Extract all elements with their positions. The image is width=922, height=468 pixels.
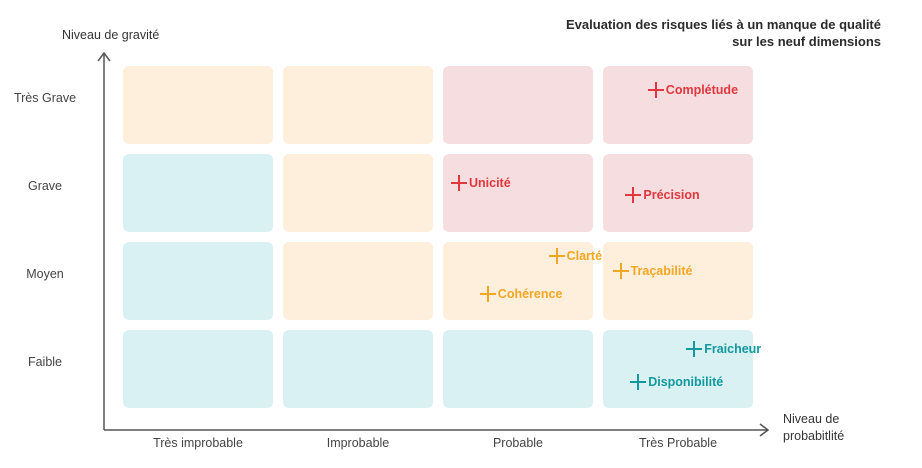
chart-title-line-1: Evaluation des risques liés à un manque … xyxy=(566,17,881,32)
x-axis-label-line-2: probabitlité xyxy=(783,429,845,443)
x-axis-arrow xyxy=(759,423,770,437)
plus-marker-icon xyxy=(647,82,664,99)
y-axis-arrow xyxy=(97,51,111,62)
matrix-cell-low xyxy=(443,330,593,408)
x-tick-label: Très improbable xyxy=(153,436,243,450)
point-label: Complétude xyxy=(665,83,739,98)
matrix-cell-medium xyxy=(283,154,433,232)
plus-marker-icon xyxy=(625,187,642,204)
x-tick-label: Improbable xyxy=(326,436,390,450)
y-tick-label: Très Grave xyxy=(13,91,77,105)
matrix-cell-medium xyxy=(283,66,433,144)
point-label: Fraicheur xyxy=(704,342,762,357)
plus-marker-icon xyxy=(479,285,496,302)
point-label: Disponibilité xyxy=(648,374,724,389)
matrix-cell-medium xyxy=(283,242,433,320)
plus-marker-icon xyxy=(451,174,467,191)
matrix-cell-medium xyxy=(443,242,593,320)
y-tick-label: Faible xyxy=(27,355,63,369)
matrix-cell-low xyxy=(603,330,753,408)
point-label: Traçabilité xyxy=(630,263,693,278)
matrix-cell-low xyxy=(123,242,273,320)
y-tick-label: Grave xyxy=(27,179,63,193)
matrix-cell-high xyxy=(443,154,593,232)
x-tick-label: Probable xyxy=(492,436,544,450)
y-axis-label: Niveau de gravité xyxy=(62,28,160,42)
x-axis-label: Niveau de probabitlité xyxy=(783,411,844,445)
plus-marker-icon xyxy=(686,341,703,358)
chart-title: Evaluation des risques liés à un manque … xyxy=(566,16,881,50)
plus-marker-icon xyxy=(612,262,629,279)
x-axis-label-line-1: Niveau de xyxy=(783,412,840,426)
matrix-cell-low xyxy=(283,330,433,408)
point-label: Précision xyxy=(643,188,700,203)
x-tick-label: Très Probable xyxy=(638,436,718,450)
matrix-cell-medium xyxy=(603,242,753,320)
matrix-cell-medium xyxy=(123,66,273,144)
matrix-cell-low xyxy=(123,154,273,232)
point-label: Unicité xyxy=(469,175,511,190)
point-label: Clarté xyxy=(566,248,603,263)
point-label: Cohérence xyxy=(497,286,563,301)
matrix-cell-low xyxy=(123,330,273,408)
matrix-cell-high xyxy=(443,66,593,144)
matrix-cell-high xyxy=(603,66,753,144)
plus-marker-icon xyxy=(630,373,647,390)
chart-title-line-2: sur les neuf dimensions xyxy=(732,34,881,49)
plus-marker-icon xyxy=(548,247,565,264)
matrix-cell-high xyxy=(603,154,753,232)
y-tick-label: Moyen xyxy=(26,267,64,281)
